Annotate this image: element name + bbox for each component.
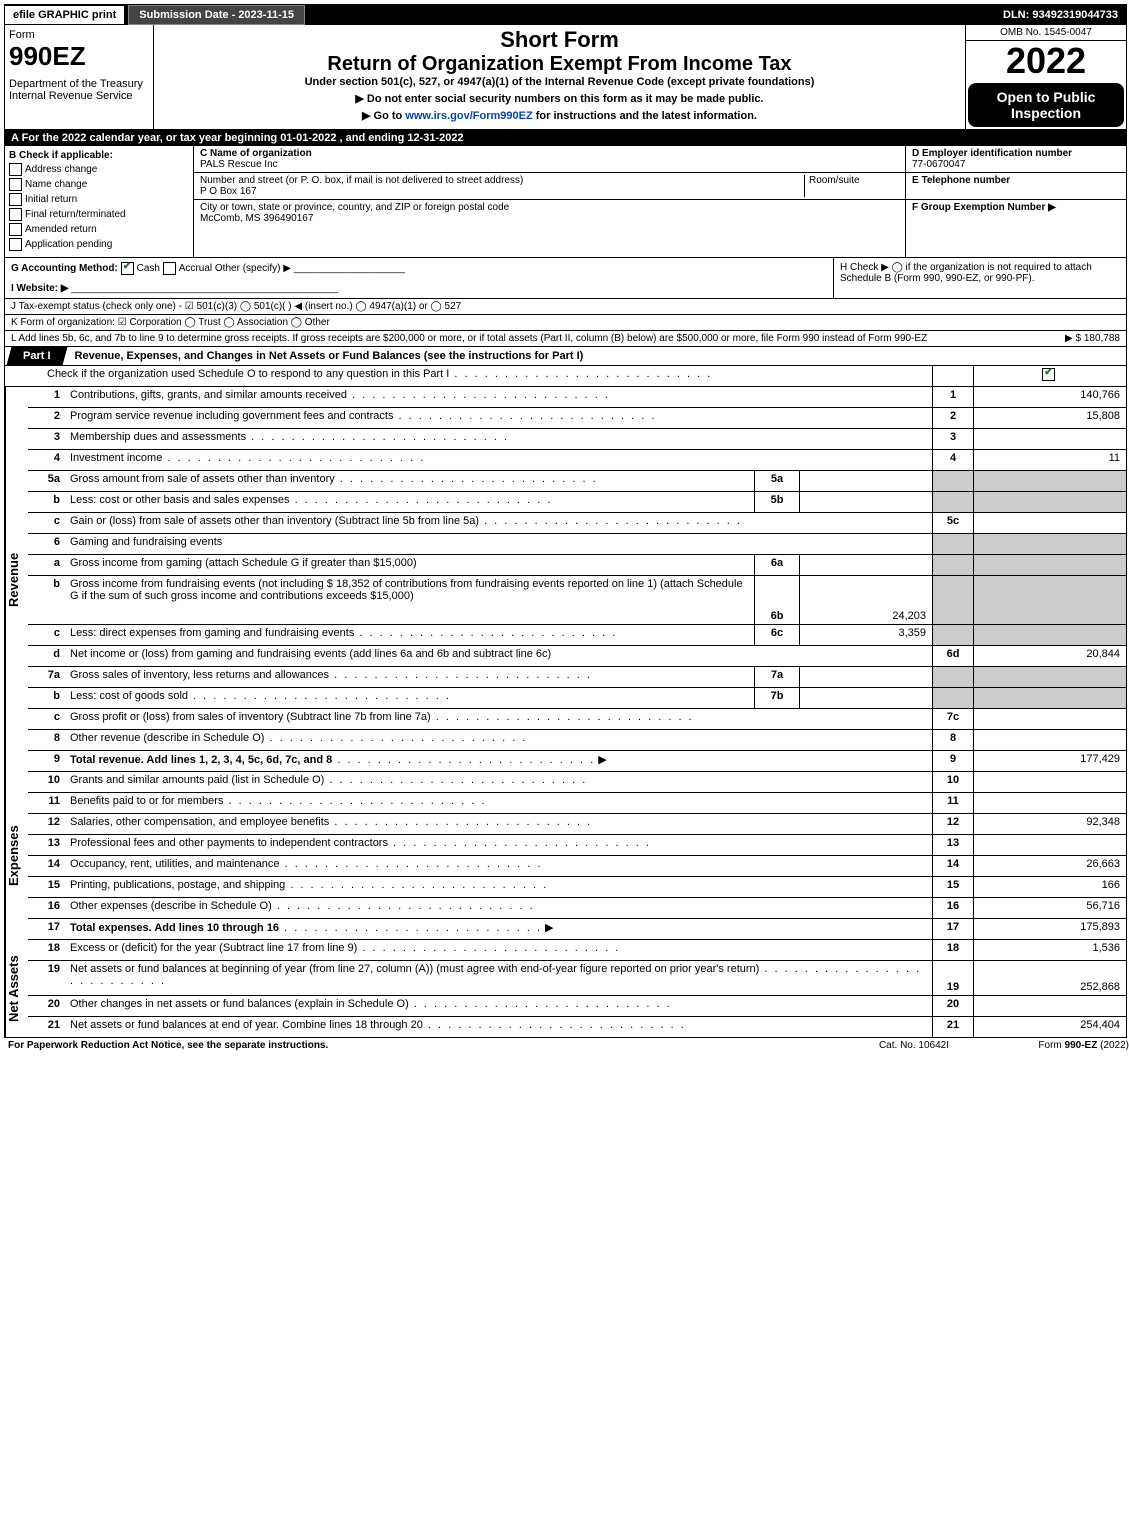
omb-number: OMB No. 1545-0047: [966, 25, 1126, 41]
col-c: C Name of organization PALS Rescue Inc N…: [194, 146, 905, 257]
part1-tab: Part I: [7, 347, 67, 365]
chk-accrual[interactable]: [163, 262, 176, 275]
page-footer: For Paperwork Reduction Act Notice, see …: [4, 1038, 1129, 1053]
top-bar: efile GRAPHIC print Submission Date - 20…: [5, 5, 1126, 25]
header-left: Form 990EZ Department of the Treasury In…: [5, 25, 154, 129]
part1-title: Revenue, Expenses, and Changes in Net As…: [65, 350, 584, 362]
footer-mid: Cat. No. 10642I: [879, 1040, 949, 1051]
part1-check-line: Check if the organization used Schedule …: [5, 366, 1126, 387]
row-gh: G Accounting Method: Cash Accrual Other …: [5, 258, 1126, 299]
c-name-label: C Name of organization: [200, 148, 312, 159]
d-label: D Employer identification number: [912, 148, 1072, 159]
info-grid: B Check if applicable: Address change Na…: [5, 146, 1126, 258]
part1-header: Part I Revenue, Expenses, and Changes in…: [5, 347, 1126, 366]
chk-schedule-o[interactable]: [1042, 368, 1055, 381]
chk-address[interactable]: [9, 163, 22, 176]
pointer-goto: ▶ Go to www.irs.gov/Form990EZ for instru…: [162, 109, 957, 122]
row-l-value: ▶ $ 180,788: [1065, 333, 1120, 344]
form-990ez: efile GRAPHIC print Submission Date - 20…: [4, 4, 1127, 1038]
expenses-label: Expenses: [5, 772, 28, 940]
dept-label: Department of the Treasury: [9, 78, 149, 90]
room-suite-label: Room/suite: [804, 175, 899, 197]
chk-name[interactable]: [9, 178, 22, 191]
chk-cash[interactable]: [121, 262, 134, 275]
short-form-title: Short Form: [162, 27, 957, 53]
section-a: A For the 2022 calendar year, or tax yea…: [5, 130, 1126, 146]
revenue-label: Revenue: [5, 387, 28, 772]
row-k: K Form of organization: ☑ Corporation ◯ …: [5, 315, 1126, 331]
org-street: P O Box 167: [200, 186, 257, 197]
under-section: Under section 501(c), 527, or 4947(a)(1)…: [162, 76, 957, 88]
org-name: PALS Rescue Inc: [200, 159, 278, 170]
open-public-box: Open to Public Inspection: [968, 83, 1124, 127]
e-label: E Telephone number: [912, 175, 1010, 186]
pointer-ssn: ▶ Do not enter social security numbers o…: [162, 92, 957, 105]
form-number: 990EZ: [9, 41, 149, 72]
footer-left: For Paperwork Reduction Act Notice, see …: [8, 1040, 879, 1051]
footer-right: Form 990-EZ (2022): [949, 1040, 1129, 1051]
return-title: Return of Organization Exempt From Incom…: [162, 53, 957, 76]
row-j: J Tax-exempt status (check only one) - ☑…: [5, 299, 1126, 315]
irs-label: Internal Revenue Service: [9, 90, 149, 102]
col-b-title: B Check if applicable:: [9, 150, 189, 161]
netassets-section: Net Assets 18Excess or (deficit) for the…: [5, 940, 1126, 1037]
dln-number: DLN: 93492319044733: [995, 6, 1126, 24]
c-street-label: Number and street (or P. O. box, if mail…: [200, 175, 523, 186]
h-label: H Check ▶ ◯ if the organization is not r…: [833, 258, 1126, 298]
col-b: B Check if applicable: Address change Na…: [5, 146, 194, 257]
f-label: F Group Exemption Number ▶: [912, 202, 1056, 213]
chk-pending[interactable]: [9, 238, 22, 251]
submission-date: Submission Date - 2023-11-15: [128, 5, 305, 25]
expenses-section: Expenses 10Grants and similar amounts pa…: [5, 772, 1126, 940]
col-def: D Employer identification number 77-0670…: [905, 146, 1126, 257]
g-label: G Accounting Method:: [11, 263, 118, 274]
i-label: I Website: ▶: [11, 283, 69, 294]
efile-print-label[interactable]: efile GRAPHIC print: [5, 6, 124, 24]
netassets-label: Net Assets: [5, 940, 28, 1037]
org-city: McComb, MS 396490167: [200, 213, 313, 224]
revenue-section: Revenue 1Contributions, gifts, grants, a…: [5, 387, 1126, 772]
row-l: L Add lines 5b, 6c, and 7b to line 9 to …: [5, 331, 1126, 347]
chk-initial[interactable]: [9, 193, 22, 206]
chk-amended[interactable]: [9, 223, 22, 236]
form-header: Form 990EZ Department of the Treasury In…: [5, 25, 1126, 130]
ein-value: 77-0670047: [912, 159, 965, 170]
tax-year: 2022: [966, 41, 1126, 81]
header-right: OMB No. 1545-0047 2022 Open to Public In…: [965, 25, 1126, 129]
chk-final[interactable]: [9, 208, 22, 221]
form-label: Form: [9, 29, 149, 41]
irs-link[interactable]: www.irs.gov/Form990EZ: [405, 110, 532, 122]
header-mid: Short Form Return of Organization Exempt…: [154, 25, 965, 129]
c-city-label: City or town, state or province, country…: [200, 202, 509, 213]
